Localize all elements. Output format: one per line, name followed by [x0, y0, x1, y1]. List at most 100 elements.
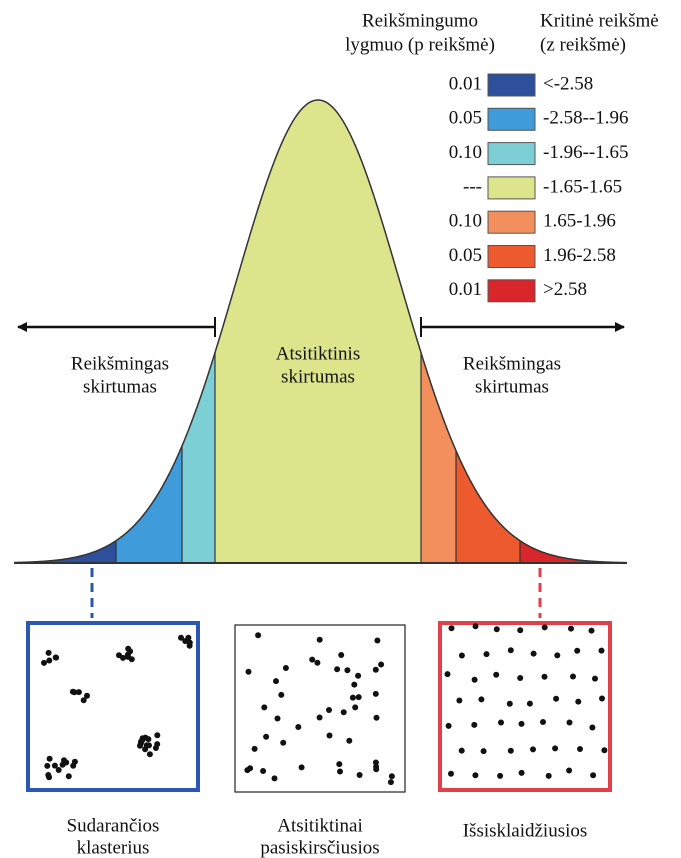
point — [471, 676, 478, 683]
point — [314, 659, 321, 666]
panel — [234, 624, 406, 793]
legend-swatch — [487, 107, 536, 131]
point — [577, 746, 583, 752]
point — [261, 704, 268, 711]
point — [372, 759, 379, 766]
point — [458, 652, 465, 659]
point — [298, 764, 305, 771]
point — [340, 709, 347, 716]
legend-swatch — [487, 279, 536, 303]
point — [471, 721, 478, 728]
point — [75, 689, 82, 696]
point — [55, 767, 62, 773]
point — [80, 697, 87, 704]
curve-outline — [13, 99, 628, 564]
point — [493, 671, 500, 678]
point — [146, 751, 153, 758]
point — [116, 652, 122, 659]
point — [493, 626, 500, 633]
legend-swatch — [487, 73, 536, 97]
point — [255, 632, 262, 639]
point — [145, 736, 152, 743]
point — [51, 762, 58, 769]
point — [526, 700, 533, 707]
curve-region — [215, 100, 421, 563]
point — [478, 696, 485, 703]
point — [552, 745, 559, 752]
center-label: skirtumas — [281, 366, 355, 387]
point — [355, 672, 362, 679]
z-header: (z reikšmė) — [540, 34, 626, 55]
point — [448, 625, 455, 632]
left-label: skirtumas — [83, 376, 157, 397]
curve-region — [456, 450, 520, 563]
point — [518, 769, 525, 776]
point — [334, 666, 341, 673]
point — [326, 732, 333, 739]
curve-region — [182, 352, 215, 563]
point — [137, 742, 143, 749]
point — [553, 695, 560, 702]
point — [554, 652, 561, 659]
z-range: 1.96-2.58 — [543, 245, 616, 266]
point — [517, 675, 524, 681]
point — [590, 772, 597, 779]
point — [373, 766, 380, 773]
z-range: 1.65-1.96 — [543, 211, 616, 232]
z-header: Kritinė reikšmė — [540, 10, 659, 31]
curve-region — [520, 540, 627, 563]
point — [263, 733, 270, 740]
point — [589, 724, 596, 731]
panel — [438, 621, 612, 792]
point — [271, 775, 278, 782]
point — [445, 722, 452, 729]
point — [186, 642, 193, 649]
point — [355, 694, 362, 701]
point — [444, 671, 451, 678]
point — [71, 758, 78, 765]
panel-caption: Atsitiktinai — [277, 815, 363, 836]
point — [507, 747, 514, 754]
point — [448, 770, 454, 777]
legend-swatch — [487, 176, 536, 200]
point — [44, 762, 51, 769]
point — [128, 656, 135, 663]
point — [245, 668, 252, 675]
point — [336, 761, 343, 768]
point — [53, 654, 60, 661]
p-header: lygmuo (p reikšmė) — [345, 34, 495, 55]
point — [351, 681, 358, 688]
point — [46, 774, 53, 781]
point — [309, 656, 316, 663]
curve-region — [14, 540, 116, 563]
point — [372, 690, 379, 697]
point — [59, 761, 66, 768]
legend-swatch — [487, 142, 536, 166]
point — [146, 742, 152, 749]
point — [295, 724, 302, 730]
point — [282, 665, 289, 671]
z-range: >2.58 — [543, 279, 587, 300]
p-value: 0.05 — [449, 108, 482, 129]
point — [598, 647, 605, 654]
p-value: 0.10 — [449, 142, 482, 163]
point — [456, 697, 463, 704]
point — [497, 772, 504, 779]
point — [185, 634, 192, 641]
point — [472, 623, 479, 630]
point — [178, 634, 184, 641]
curve-region — [421, 352, 456, 563]
panel-caption: pasiskirsčiusios — [260, 837, 379, 858]
point — [373, 714, 380, 721]
point — [518, 720, 525, 727]
z-range: -2.58--1.96 — [543, 108, 628, 129]
point — [568, 625, 574, 632]
point — [316, 636, 323, 643]
point — [316, 714, 323, 721]
point — [530, 746, 536, 753]
point — [274, 715, 281, 722]
panel-caption: klasterius — [77, 837, 150, 858]
p-header: Reikšmingumo — [362, 10, 478, 31]
point — [472, 772, 479, 779]
point — [387, 779, 394, 786]
